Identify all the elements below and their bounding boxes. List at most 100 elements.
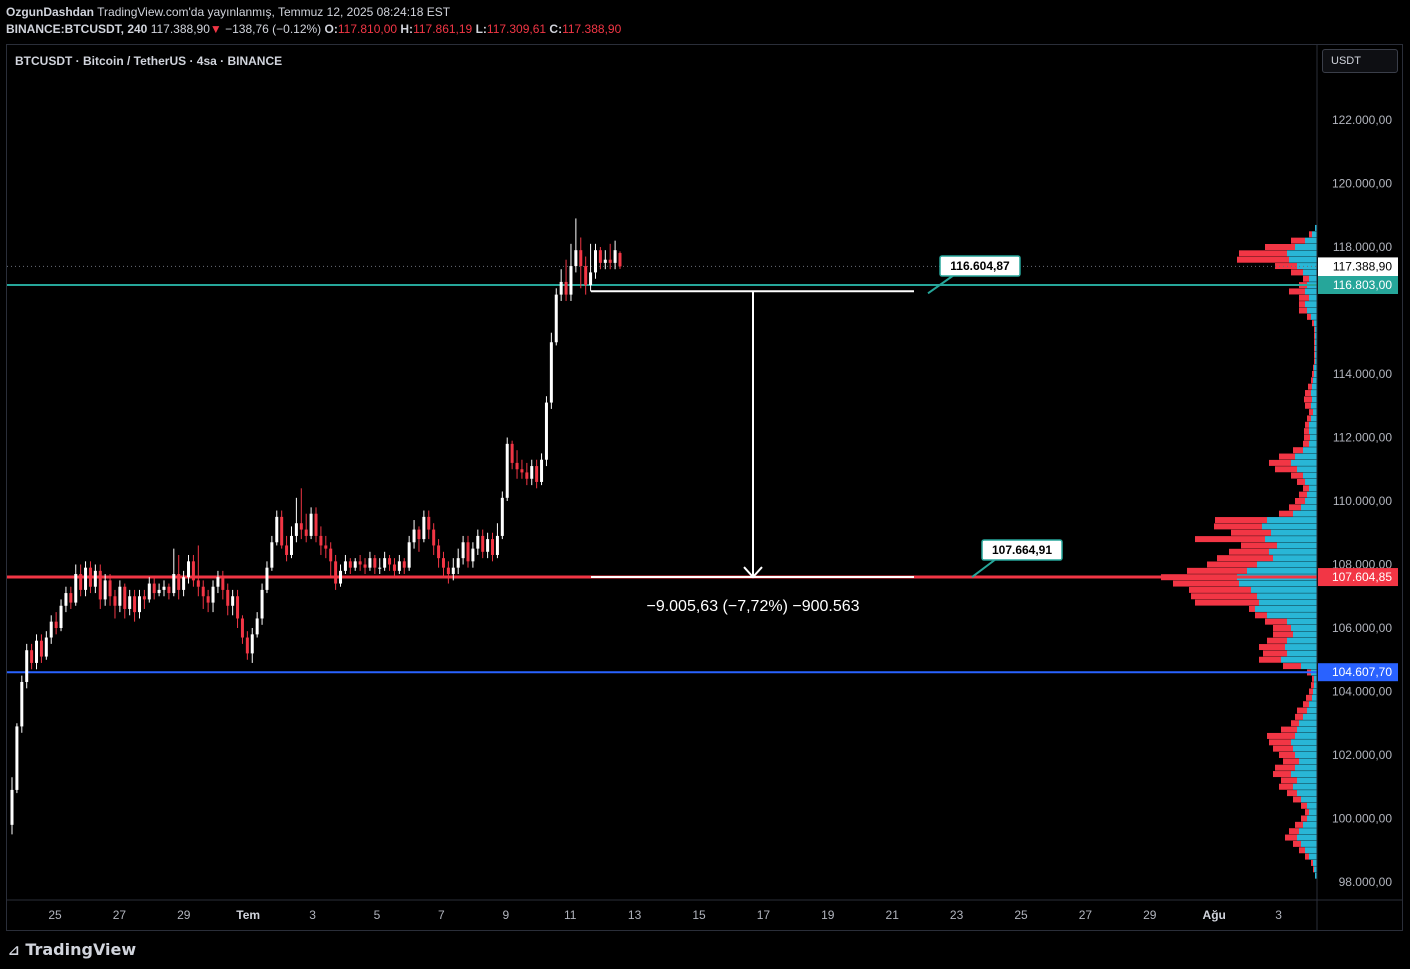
candle-body[interactable] — [93, 570, 97, 587]
candle-body[interactable] — [314, 513, 318, 536]
candle-body[interactable] — [118, 586, 122, 606]
candle-body[interactable] — [74, 574, 78, 603]
candle-body[interactable] — [10, 789, 14, 825]
candle-body[interactable] — [486, 539, 490, 552]
candle-body[interactable] — [441, 558, 445, 568]
candle-body[interactable] — [505, 443, 509, 498]
candle-body[interactable] — [30, 650, 34, 663]
candle-body[interactable] — [412, 529, 416, 543]
candle-body[interactable] — [618, 253, 622, 267]
candle-body[interactable] — [456, 558, 460, 568]
candle-body[interactable] — [559, 281, 563, 295]
candle-body[interactable] — [152, 583, 156, 594]
candle-body[interactable] — [589, 272, 593, 286]
candle-body[interactable] — [177, 574, 181, 590]
candle-body[interactable] — [299, 523, 303, 530]
candle-body[interactable] — [378, 567, 382, 569]
candle-body[interactable] — [245, 637, 249, 654]
candle-body[interactable] — [304, 529, 308, 536]
candle-body[interactable] — [285, 545, 289, 555]
candle-body[interactable] — [20, 681, 24, 727]
candle-body[interactable] — [280, 516, 284, 546]
candle-body[interactable] — [584, 266, 588, 286]
candle-body[interactable] — [35, 640, 39, 663]
candle-body[interactable] — [515, 462, 519, 470]
candle-body[interactable] — [187, 561, 191, 578]
candle-body[interactable] — [402, 561, 406, 568]
candle-body[interactable] — [608, 259, 612, 263]
candle-body[interactable] — [451, 567, 455, 575]
candle-body[interactable] — [98, 570, 102, 600]
candle-body[interactable] — [49, 621, 53, 638]
candle-body[interactable] — [182, 577, 186, 590]
currency-button[interactable]: USDT — [1322, 49, 1398, 73]
candle-body[interactable] — [255, 618, 259, 635]
candle-body[interactable] — [476, 535, 480, 549]
candle-body[interactable] — [373, 558, 377, 568]
candle-body[interactable] — [334, 561, 338, 584]
candle-body[interactable] — [407, 542, 411, 568]
candle-body[interactable] — [260, 589, 264, 619]
candle-body[interactable] — [446, 567, 450, 575]
candle-body[interactable] — [491, 539, 495, 555]
candle-body[interactable] — [427, 516, 431, 530]
candle-body[interactable] — [549, 342, 553, 403]
candle-body[interactable] — [236, 596, 240, 619]
candle-body[interactable] — [15, 726, 19, 790]
candle-body[interactable] — [240, 618, 244, 638]
candle-body[interactable] — [324, 545, 328, 549]
candle-body[interactable] — [211, 586, 215, 603]
candle-body[interactable] — [540, 459, 544, 482]
candle-body[interactable] — [329, 548, 333, 562]
candle-body[interactable] — [54, 621, 58, 628]
candle-body[interactable] — [265, 567, 269, 590]
candle-body[interactable] — [201, 586, 205, 597]
candle-body[interactable] — [397, 561, 401, 571]
candle-body[interactable] — [88, 567, 92, 587]
candle-body[interactable] — [343, 561, 347, 571]
candle-body[interactable] — [579, 250, 583, 267]
candle-body[interactable] — [353, 561, 357, 568]
callout-box[interactable] — [939, 255, 1021, 277]
callout-box[interactable] — [981, 539, 1063, 561]
candle-body[interactable] — [544, 402, 548, 460]
candle-body[interactable] — [133, 596, 137, 613]
candle-body[interactable] — [250, 634, 254, 654]
candle-body[interactable] — [275, 516, 279, 543]
candle-body[interactable] — [44, 637, 48, 657]
candle-body[interactable] — [417, 529, 421, 540]
candle-body[interactable] — [172, 574, 176, 594]
candle-body[interactable] — [613, 250, 617, 263]
candle-body[interactable] — [368, 558, 372, 568]
candle-body[interactable] — [319, 535, 323, 546]
candle-body[interactable] — [422, 516, 426, 540]
candle-body[interactable] — [510, 443, 514, 463]
candle-body[interactable] — [289, 535, 293, 555]
candle-body[interactable] — [142, 596, 146, 600]
candle-body[interactable] — [162, 586, 166, 590]
candle-body[interactable] — [525, 472, 529, 479]
candle-body[interactable] — [270, 542, 274, 568]
candle-body[interactable] — [520, 469, 524, 473]
candle-body[interactable] — [69, 593, 73, 603]
candle-body[interactable] — [392, 564, 396, 571]
candle-body[interactable] — [64, 593, 68, 606]
candle-body[interactable] — [535, 466, 539, 482]
candle-body[interactable] — [59, 605, 63, 628]
candle-body[interactable] — [123, 586, 127, 609]
candle-body[interactable] — [25, 650, 29, 682]
candle-body[interactable] — [358, 561, 362, 565]
candle-body[interactable] — [461, 542, 465, 559]
candle-body[interactable] — [128, 596, 132, 609]
candle-body[interactable] — [309, 513, 313, 536]
candle-body[interactable] — [383, 558, 387, 568]
candle-body[interactable] — [388, 558, 392, 565]
candle-body[interactable] — [294, 523, 298, 536]
candle-body[interactable] — [221, 577, 225, 590]
tradingview-logo[interactable]: ⊿ TradingView — [8, 940, 136, 959]
author-name[interactable]: OzgunDashdan — [6, 5, 95, 19]
candle-body[interactable] — [432, 529, 436, 546]
candle-body[interactable] — [363, 564, 367, 568]
candle-body[interactable] — [147, 583, 151, 600]
